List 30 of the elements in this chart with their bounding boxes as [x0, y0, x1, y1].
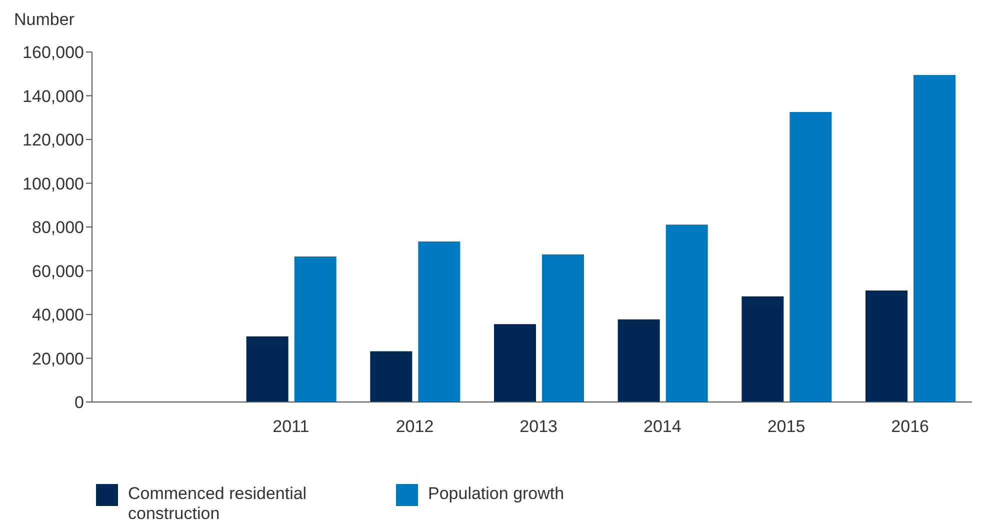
- y-tick-label: 60,000: [32, 262, 84, 281]
- y-tick-label: 40,000: [32, 306, 84, 325]
- legend-label: Population growth: [428, 484, 564, 504]
- bar: [618, 319, 660, 402]
- x-tick-label: 2016: [891, 417, 929, 436]
- x-tick-label: 2012: [396, 417, 434, 436]
- x-tick-label: 2015: [767, 417, 806, 436]
- bar: [866, 290, 908, 402]
- y-tick-label: 80,000: [32, 218, 84, 238]
- y-tick-label: 140,000: [22, 86, 84, 106]
- legend-label: Commenced residential construction: [128, 484, 308, 524]
- x-tick-label: 2011: [272, 417, 310, 436]
- bar: [666, 224, 708, 402]
- bar: [370, 351, 412, 402]
- y-tick-label: 0: [74, 393, 84, 412]
- x-tick-label: 2013: [520, 417, 558, 436]
- bar: [494, 324, 536, 402]
- x-tick-label: 2014: [644, 417, 682, 436]
- bar: [246, 336, 288, 402]
- y-tick-label: 160,000: [22, 43, 84, 62]
- bar: [914, 74, 956, 402]
- y-tick-label: 120,000: [22, 130, 84, 150]
- y-axis-title: Number: [14, 10, 74, 30]
- bar: [790, 112, 832, 402]
- bar: [742, 296, 784, 402]
- y-tick-label: 20,000: [32, 349, 84, 368]
- bar: [418, 241, 460, 402]
- bar: [542, 254, 584, 402]
- y-tick-label: 100,000: [22, 174, 84, 194]
- bar: [294, 256, 336, 402]
